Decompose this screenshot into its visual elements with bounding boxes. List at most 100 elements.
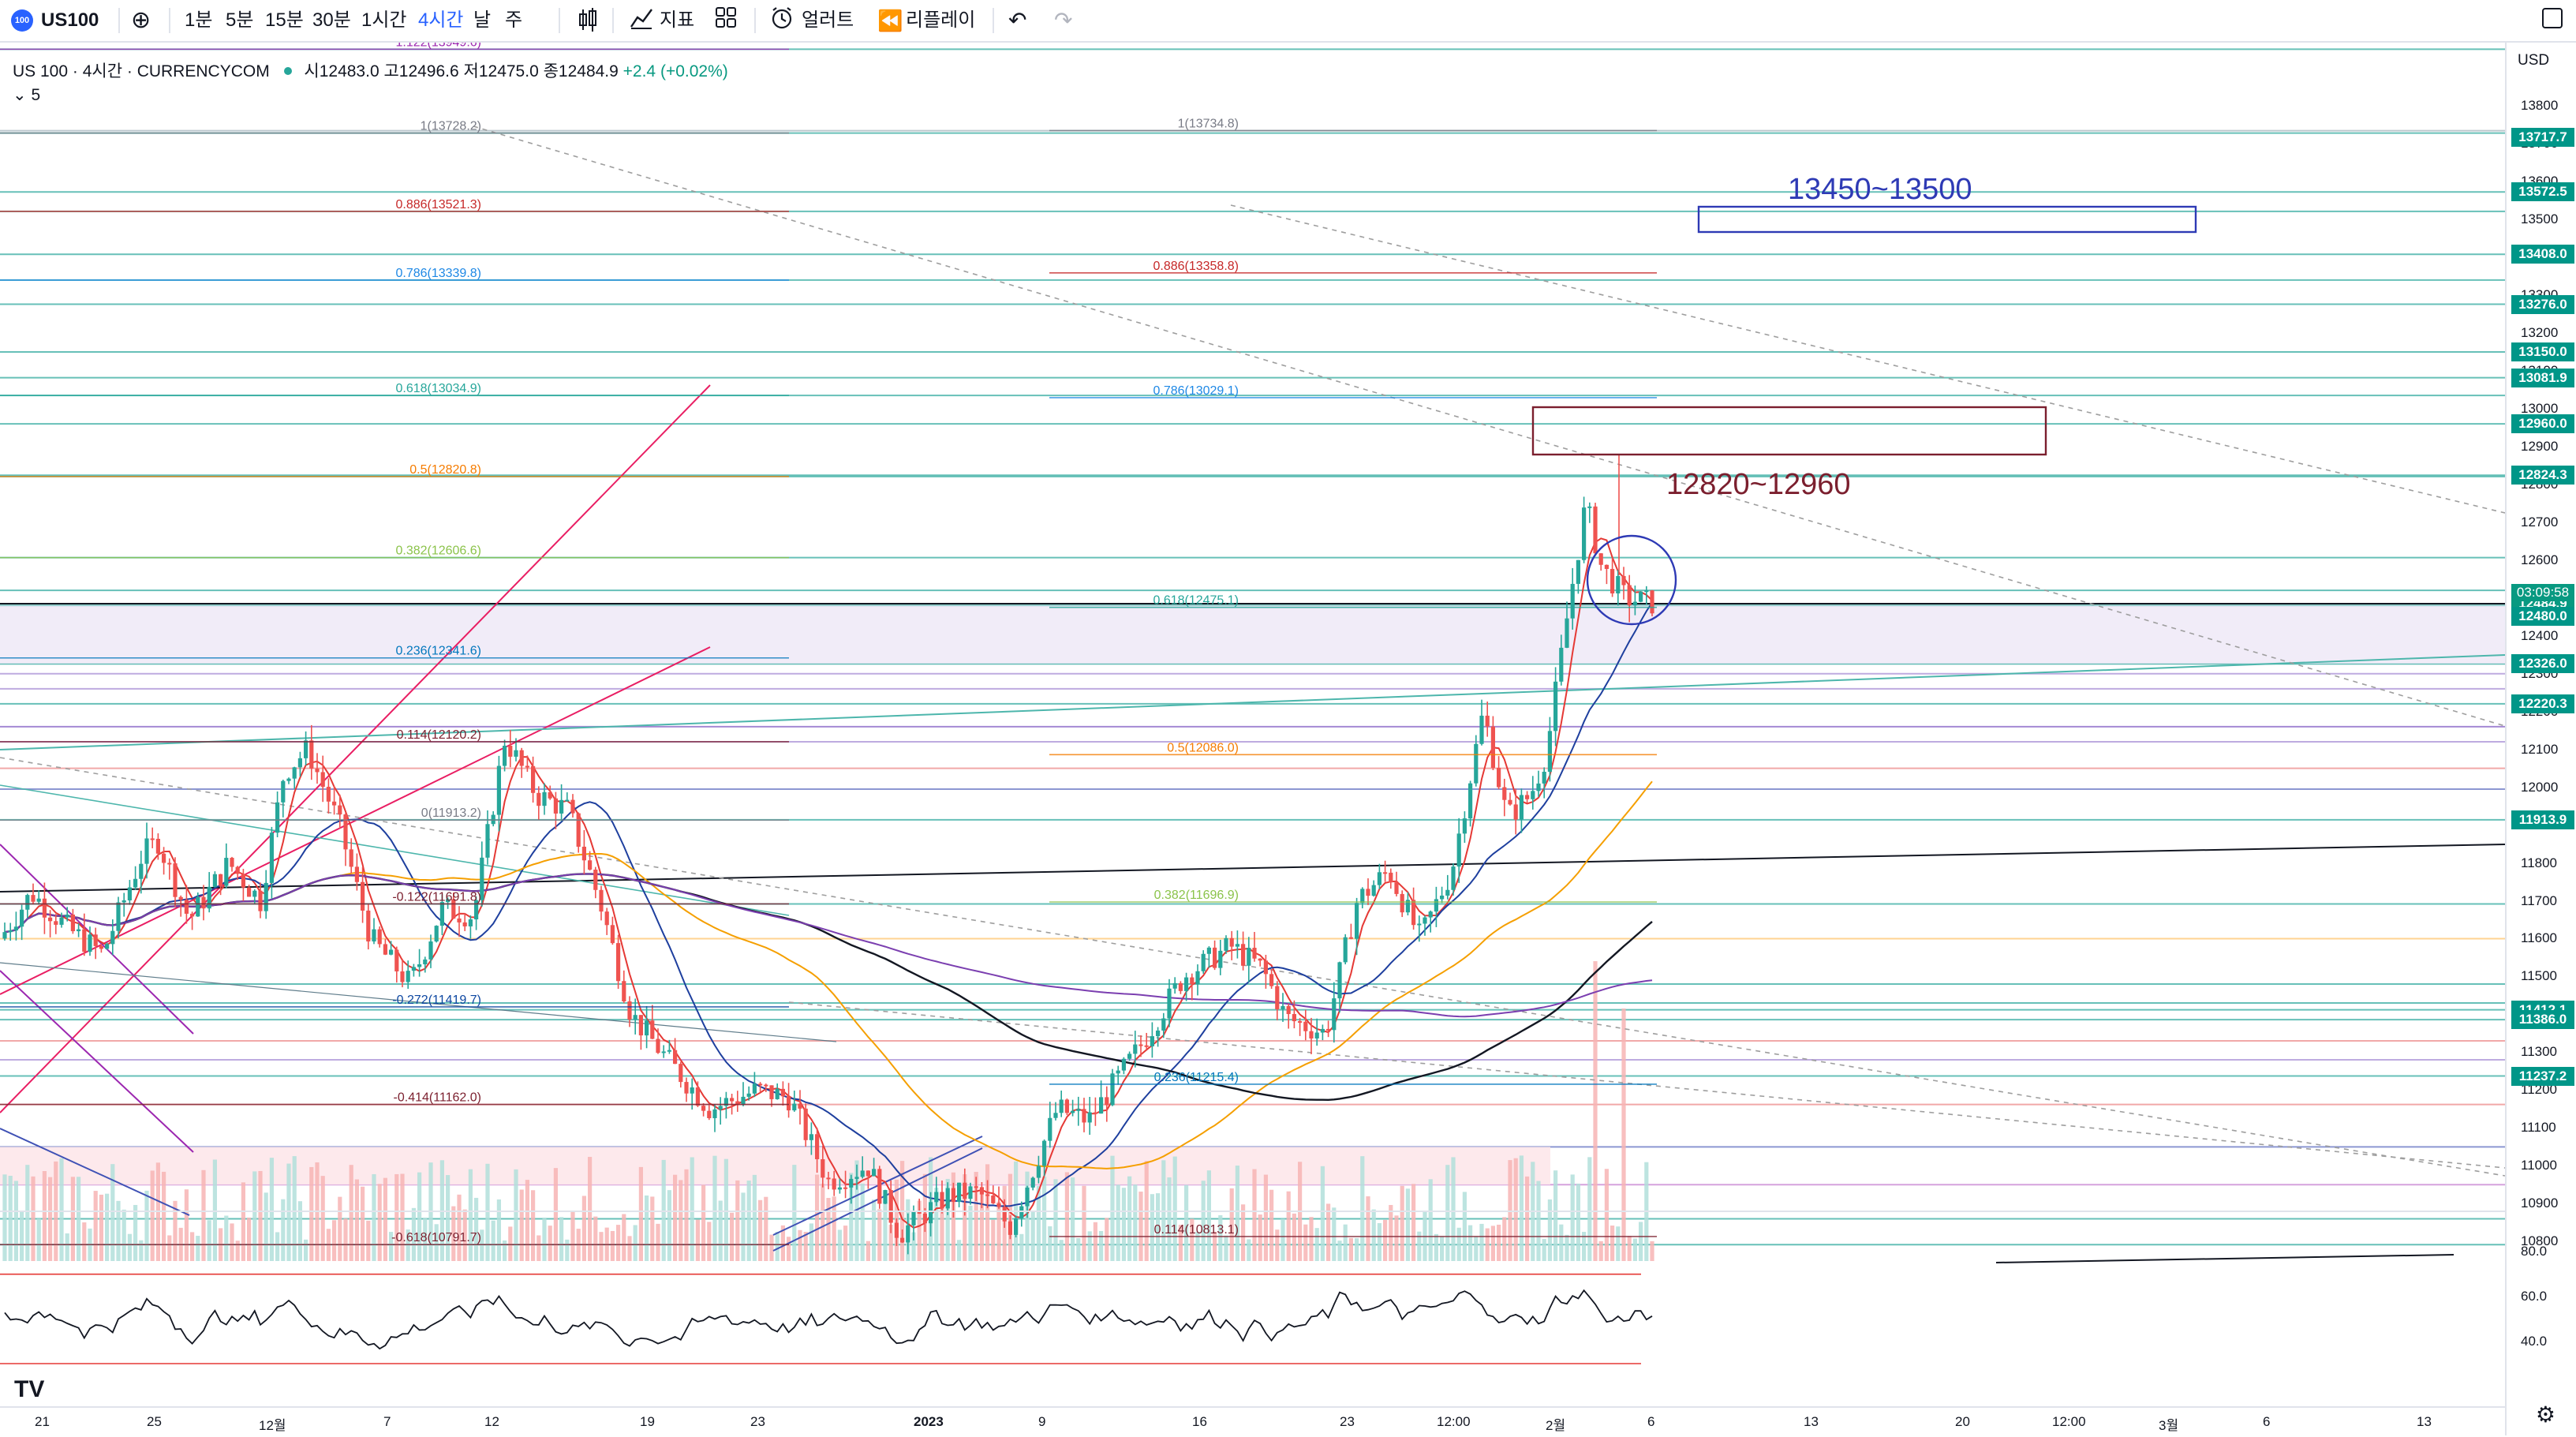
candle <box>1150 1022 1154 1058</box>
volume-bar <box>1309 1217 1314 1261</box>
indicators-icon[interactable] <box>630 6 653 35</box>
trendline-4[interactable] <box>0 1128 190 1216</box>
dashed-trendline-3[interactable] <box>788 1001 2505 1169</box>
trendline-5[interactable] <box>0 844 2505 893</box>
candle <box>758 1082 763 1093</box>
consolidation-circle[interactable] <box>1586 534 1677 626</box>
candle-body <box>1252 948 1257 959</box>
dashed-trendline-2[interactable] <box>0 757 2505 1177</box>
replay-button[interactable]: 리플레이 <box>906 9 976 31</box>
middle-target-box[interactable] <box>1531 406 2047 456</box>
candle-body <box>1059 1099 1064 1113</box>
volume-bar <box>36 1218 41 1261</box>
candle <box>457 906 462 937</box>
candle-body <box>383 944 387 955</box>
candle-body <box>485 824 490 858</box>
fullscreen-icon[interactable] <box>2540 6 2564 35</box>
volume-bar <box>1156 1193 1161 1261</box>
layout-icon[interactable] <box>715 6 737 35</box>
candle <box>1490 716 1495 771</box>
volume-bar <box>1178 1225 1183 1261</box>
upper-target-box[interactable] <box>1697 205 2197 234</box>
price-axis[interactable]: USD 138001370013600135001340013300132001… <box>2505 43 2576 1435</box>
candle <box>48 910 53 937</box>
volume-bar <box>491 1220 495 1261</box>
redo-icon[interactable]: ↷ <box>1054 8 1073 32</box>
candle <box>1604 564 1609 585</box>
trendline-6[interactable] <box>1995 1254 2454 1263</box>
candle-body <box>162 853 166 863</box>
trendline-7[interactable] <box>0 654 2505 750</box>
timeframe-3[interactable]: 15분 <box>265 9 304 31</box>
currency-label[interactable]: USD <box>2518 52 2550 69</box>
timeframe-4[interactable]: 30분 <box>312 9 351 31</box>
timeframe-7[interactable]: 날 <box>473 9 492 31</box>
candle-body <box>1116 1070 1120 1074</box>
volume-bar <box>1650 1241 1654 1261</box>
symbol-search-button[interactable]: US100 <box>41 9 99 31</box>
volume-bar <box>1303 1224 1308 1261</box>
timeframe-2[interactable]: 5분 <box>226 9 254 31</box>
replay-icon[interactable]: ⏪ <box>877 9 903 32</box>
trendline-8[interactable] <box>0 784 790 916</box>
candle <box>894 1218 899 1246</box>
legend-title[interactable]: US 100 · 4시간 · CURRENCYCOM <box>13 62 270 80</box>
candle-body <box>525 765 529 768</box>
timeframe-8[interactable]: 주 <box>505 9 523 31</box>
chevron-down-icon[interactable]: ⌄ <box>13 86 27 104</box>
candle-body <box>65 914 69 918</box>
timeframe-6[interactable]: 4시간 <box>418 9 464 31</box>
volume-bar <box>247 1217 252 1261</box>
price-chart[interactable]: 1.122(13949.6) 1(13728.2) 0.886(13521.3) 0.… <box>0 43 2505 1408</box>
indicators-button[interactable]: 지표 <box>660 9 695 31</box>
candle <box>1161 1012 1166 1038</box>
candle <box>93 927 98 960</box>
candle <box>945 1182 950 1215</box>
dashed-trendline-0[interactable] <box>473 125 2505 727</box>
timeframe-1[interactable]: 1분 <box>185 9 213 31</box>
dashed-trendline-1[interactable] <box>1230 204 2505 514</box>
candle <box>1082 1098 1086 1132</box>
candle-body <box>758 1083 763 1086</box>
add-symbol-icon[interactable]: ⊕ <box>131 7 151 33</box>
candle <box>979 1182 984 1209</box>
volume-bar <box>1417 1231 1422 1261</box>
candle <box>389 941 394 956</box>
candle-body <box>167 863 172 865</box>
candle-body <box>42 898 47 918</box>
candle-body <box>849 1178 854 1188</box>
trendlines-layer <box>0 125 2505 1263</box>
volume-bar <box>746 1181 751 1261</box>
candle <box>769 1085 774 1107</box>
trendline-3[interactable] <box>0 970 194 1153</box>
timeframe-5[interactable]: 1시간 <box>361 9 407 31</box>
undo-icon[interactable]: ↶ <box>1008 8 1027 32</box>
candle-type-icon[interactable] <box>578 6 598 35</box>
indicator-legend-toggle[interactable]: ⌄ 5 <box>13 85 40 105</box>
alert-icon[interactable] <box>770 6 794 35</box>
candle-body <box>178 896 183 900</box>
candle <box>508 730 513 768</box>
time-axis[interactable]: 21 25 12월 7 12 19 23 2023 9 16 23 12:00 2월 6 13 20 12:00… <box>0 1376 2505 1437</box>
settings-gear-icon[interactable]: ⚙ <box>2535 1402 2555 1427</box>
candle-body <box>252 890 257 897</box>
volume-bar <box>320 1176 325 1261</box>
volume-bar <box>1326 1203 1331 1261</box>
volume-bar <box>1042 1177 1047 1261</box>
candle <box>247 885 252 897</box>
candle-body <box>508 746 513 757</box>
alert-button[interactable]: 얼러트 <box>802 9 854 31</box>
volume-bar <box>93 1191 98 1261</box>
candle-body <box>150 838 155 840</box>
volume-bar <box>650 1196 655 1261</box>
trendline-0[interactable] <box>0 384 711 1113</box>
candle-body <box>190 913 195 917</box>
toolbar-divider <box>169 8 170 33</box>
candle-body <box>1559 647 1564 682</box>
candle-body <box>951 1188 955 1203</box>
volume-bar <box>1138 1192 1143 1261</box>
trendline-11[interactable] <box>0 962 837 1042</box>
candle <box>832 1170 836 1196</box>
fib-label: 0.382(12606.6) <box>395 544 481 558</box>
candle <box>1474 735 1479 787</box>
